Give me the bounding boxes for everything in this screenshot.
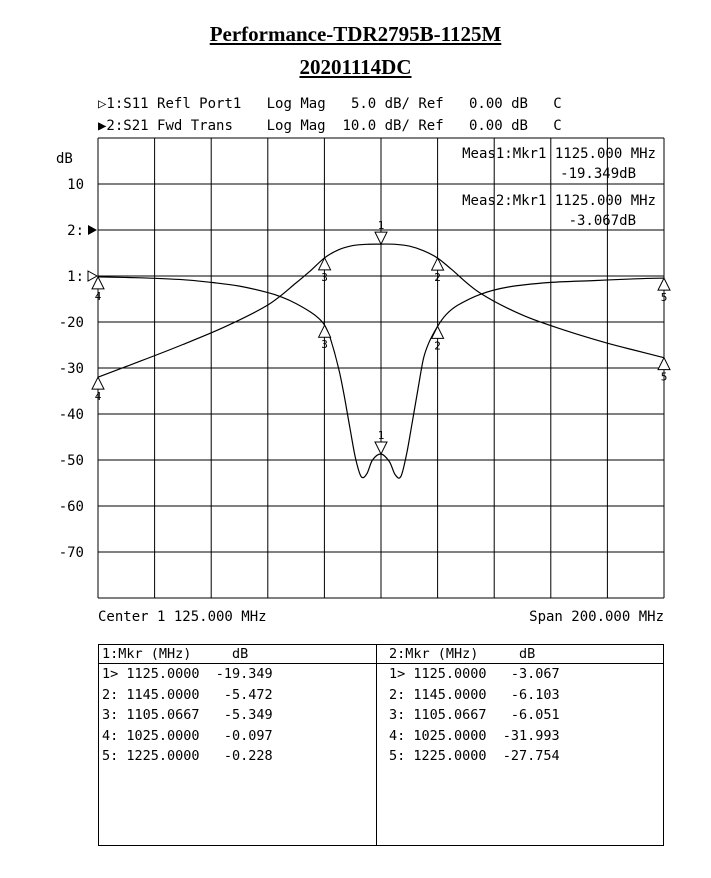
- marker-table-left: 1:Mkr (MHz) dB 1> 1125.0000 -19.349 2: 1…: [102, 645, 273, 845]
- y-tick-label: -40: [59, 407, 84, 423]
- meas2-line1: Meas2:Mkr1 1125.000 MHz: [462, 193, 656, 209]
- marker-s11-1: [374, 441, 388, 456]
- y-axis-label: dB: [56, 151, 73, 167]
- trace-1-ref-arrow: [87, 270, 99, 282]
- page-subtitle: 20201114DC: [299, 55, 412, 79]
- marker-s11-4: [91, 275, 105, 290]
- marker-label: 2: [434, 271, 441, 284]
- marker-s11-3: [317, 324, 332, 338]
- marker-label: 5: [661, 291, 668, 304]
- chart-markers: 1 2 3 4 5 1 2 3 4 5: [91, 219, 671, 456]
- marker-label: 3: [321, 338, 328, 351]
- y-tick-label: -70: [59, 545, 84, 561]
- marker-label: 1: [378, 429, 385, 442]
- table-row: 4: 1025.0000 -31.993: [389, 727, 560, 744]
- marker-label: 4: [95, 390, 102, 403]
- table-row: 3: 1105.0667 -5.349: [102, 707, 273, 724]
- trace-s11: [97, 276, 665, 479]
- y-tick-label: 10: [67, 177, 84, 193]
- marker-label: 4: [95, 290, 102, 303]
- span-label: Span 200.000 MHz: [529, 609, 664, 625]
- marker-label: 2: [434, 339, 441, 352]
- table-row: 2: 1145.0000 -6.103: [389, 686, 560, 703]
- marker-table-left-header: 1:Mkr (MHz) dB: [102, 646, 249, 662]
- marker-s11-2: [430, 325, 445, 339]
- meas2-line2: -3.067dB: [569, 213, 636, 229]
- marker-s21-5: [657, 356, 671, 371]
- meas1-line2: -19.349dB: [560, 166, 636, 182]
- marker-s21-3: [317, 256, 332, 271]
- trace-2-ref-arrow: [88, 225, 97, 235]
- table-row: 3: 1105.0667 -6.051: [389, 707, 560, 724]
- y-tick-label: 1:: [67, 269, 84, 285]
- marker-label: 1: [378, 219, 385, 232]
- marker-label: 3: [321, 271, 328, 284]
- y-tick-label: -20: [59, 315, 84, 331]
- table-row: 5: 1225.0000 -27.754: [389, 748, 560, 765]
- marker-table-right-header: 2:Mkr (MHz) dB: [389, 646, 536, 662]
- chart-grid: [97, 137, 665, 599]
- trace-1-header: ▷1:S11 Refl Port1 Log Mag 5.0 dB/ Ref 0.…: [98, 96, 562, 112]
- page-title: Performance-TDR2795B-1125M: [209, 22, 502, 46]
- y-tick-label: -60: [59, 499, 84, 515]
- y-tick-label: 2:: [67, 223, 84, 239]
- center-label: Center 1 125.000 MHz: [98, 609, 267, 625]
- marker-s21-1: [374, 231, 388, 246]
- table-row: 2: 1145.0000 -5.472: [102, 686, 273, 703]
- table-row: 5: 1225.0000 -0.228: [102, 748, 273, 765]
- table-row: 4: 1025.0000 -0.097: [102, 727, 273, 744]
- table-row: 1> 1125.0000 -19.349: [102, 666, 273, 682]
- trace-2-header: ▶2:S21 Fwd Trans Log Mag 10.0 dB/ Ref 0.…: [98, 118, 562, 134]
- marker-s21-2: [430, 256, 445, 271]
- table-row: 1> 1125.0000 -3.067: [389, 666, 560, 682]
- y-tick-labels: 10 2: 1: -20 -30 -40 -50 -60 -70: [59, 177, 99, 561]
- marker-s11-5: [657, 276, 671, 291]
- marker-table: 1:Mkr (MHz) dB 1> 1125.0000 -19.349 2: 1…: [98, 644, 664, 846]
- y-tick-label: -50: [59, 453, 84, 469]
- meas1-line1: Meas1:Mkr1 1125.000 MHz: [462, 146, 656, 162]
- marker-label: 5: [661, 371, 668, 384]
- s-parameter-chart: 10 2: 1: -20 -30 -40 -50 -60 -70 1 2 3 4 5 1 2 3 4 5 dB M…: [56, 137, 671, 625]
- marker-s21-4: [91, 376, 105, 390]
- y-tick-label: -30: [59, 361, 84, 377]
- marker-table-right: 2:Mkr (MHz) dB 1> 1125.0000 -3.067 2: 11…: [389, 645, 560, 845]
